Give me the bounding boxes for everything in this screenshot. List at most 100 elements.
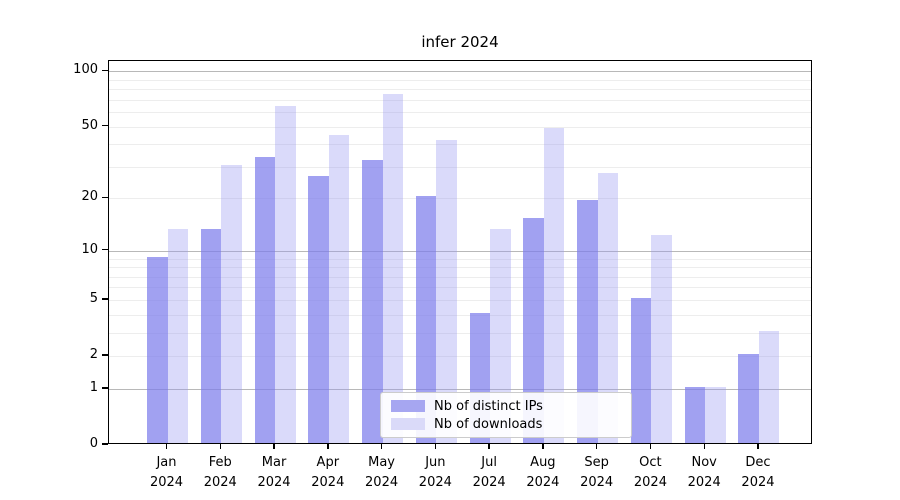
gridline-minor — [109, 356, 811, 358]
y-tick-mark — [102, 124, 108, 127]
x-tick-month: Feb — [208, 455, 232, 470]
gridline-minor — [109, 79, 811, 81]
gridline-minor — [109, 267, 811, 269]
x-tick-label: Oct 2024 — [620, 453, 680, 493]
bar-distinct-ips — [523, 218, 544, 443]
y-tick-mark — [102, 298, 108, 300]
bar-downloads — [490, 229, 511, 443]
gridline-minor — [109, 112, 811, 114]
x-tick-month: Nov — [691, 455, 717, 470]
y-tick-label: 20 — [81, 189, 98, 205]
x-tick-mark — [165, 444, 168, 449]
bar-downloads — [275, 106, 296, 443]
y-tick-mark — [102, 249, 108, 251]
x-tick-year: 2024 — [257, 475, 291, 490]
x-tick-month: Dec — [745, 455, 771, 470]
x-tick-label: Jul 2024 — [459, 453, 519, 493]
bar-distinct-ips — [147, 256, 168, 443]
x-tick-month: Jan — [156, 455, 177, 470]
x-tick-mark — [219, 444, 221, 449]
x-tick-year: 2024 — [472, 475, 506, 490]
x-tick-label: Sep 2024 — [567, 453, 627, 493]
legend-swatch-distinct-ips — [391, 400, 425, 412]
x-tick-year: 2024 — [149, 475, 184, 490]
bar-distinct-ips — [200, 229, 222, 443]
x-tick-month: May — [368, 455, 396, 470]
y-tick-label: 0 — [89, 436, 98, 451]
bar-distinct-ips — [254, 157, 276, 443]
x-tick-mark — [757, 444, 759, 449]
gridline-minor — [109, 99, 811, 101]
y-tick-label: 50 — [81, 117, 98, 133]
bar-downloads — [597, 173, 619, 443]
y-tick-mark — [102, 354, 108, 356]
x-tick-mark — [488, 444, 490, 449]
x-tick-month: Jul — [481, 455, 497, 470]
x-tick-month: Oct — [639, 455, 662, 470]
legend-item-downloads: Nb of downloads — [391, 416, 621, 432]
x-tick-label: Aug 2024 — [513, 453, 573, 493]
bar-distinct-ips — [362, 159, 383, 443]
bar-distinct-ips — [738, 354, 759, 443]
gridline-minor — [109, 314, 811, 316]
legend: Nb of distinct IPs Nb of downloads — [380, 392, 632, 438]
legend-swatch-downloads — [391, 418, 425, 430]
y-tick-mark — [102, 196, 108, 199]
x-tick-label: Mar 2024 — [244, 453, 304, 493]
y-tick-mark — [102, 443, 108, 445]
legend-label-downloads: Nb of downloads — [434, 416, 543, 432]
y-tick-label: 100 — [73, 62, 98, 78]
bar-distinct-ips — [415, 196, 437, 443]
x-tick-mark — [327, 444, 329, 449]
bar-downloads — [543, 127, 565, 443]
gridline-minor — [109, 198, 811, 200]
x-tick-label: Dec 2024 — [728, 453, 788, 493]
x-tick-mark — [542, 444, 544, 449]
gridline-minor — [109, 276, 811, 278]
x-tick-year: 2024 — [687, 475, 721, 490]
gridline-minor — [109, 144, 811, 146]
gridline-minor — [109, 89, 811, 91]
x-tick-year: 2024 — [580, 475, 614, 490]
x-tick-label: Jun 2024 — [405, 453, 465, 493]
bar-distinct-ips — [630, 297, 652, 443]
y-tick-label: 1 — [89, 379, 98, 395]
plot-area — [108, 60, 812, 444]
x-tick-month: Sep — [584, 455, 609, 470]
gridline-minor — [109, 126, 811, 128]
x-tick-label: Nov 2024 — [674, 453, 734, 493]
x-tick-year: 2024 — [311, 475, 345, 490]
gridline-minor — [109, 332, 811, 334]
bar-downloads — [382, 94, 404, 443]
bar-downloads — [167, 229, 188, 443]
y-tick-mark — [102, 69, 108, 71]
legend-label-distinct-ips: Nb of distinct IPs — [434, 398, 543, 414]
chart-title: infer 2024 — [421, 33, 499, 51]
gridline-major — [109, 250, 811, 252]
x-tick-mark — [380, 444, 383, 449]
x-tick-year: 2024 — [633, 475, 667, 490]
gridline-major — [109, 71, 811, 73]
x-tick-label: Apr 2024 — [298, 453, 358, 493]
x-tick-year: 2024 — [418, 475, 452, 490]
x-tick-mark — [703, 444, 705, 449]
x-tick-mark — [273, 444, 275, 449]
x-tick-label: May 2024 — [352, 453, 412, 493]
x-tick-mark — [595, 444, 598, 449]
bar-downloads — [651, 235, 672, 443]
bar-distinct-ips — [308, 176, 329, 443]
gridline-minor — [109, 299, 811, 301]
y-tick-label: 2 — [89, 347, 98, 363]
bar-distinct-ips — [577, 200, 598, 443]
y-tick-label: 5 — [89, 290, 98, 306]
gridline-minor — [109, 166, 811, 168]
x-tick-label: Jan 2024 — [137, 453, 197, 493]
x-tick-year: 2024 — [365, 475, 399, 490]
gridline-minor — [109, 287, 811, 289]
y-tick-mark — [102, 387, 108, 389]
legend-item-distinct-ips: Nb of distinct IPs — [391, 398, 621, 414]
y-tick-label: 10 — [81, 241, 98, 257]
bar-downloads — [221, 164, 242, 443]
x-tick-year: 2024 — [203, 475, 237, 490]
